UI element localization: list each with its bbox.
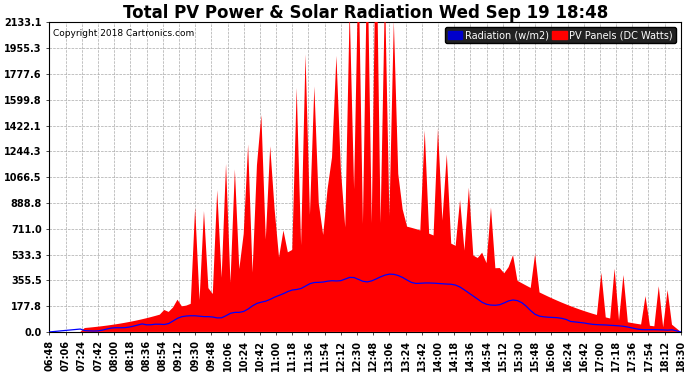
Text: Copyright 2018 Cartronics.com: Copyright 2018 Cartronics.com (52, 28, 194, 38)
Title: Total PV Power & Solar Radiation Wed Sep 19 18:48: Total PV Power & Solar Radiation Wed Sep… (123, 4, 608, 22)
Legend: Radiation (w/m2), PV Panels (DC Watts): Radiation (w/m2), PV Panels (DC Watts) (444, 27, 676, 43)
